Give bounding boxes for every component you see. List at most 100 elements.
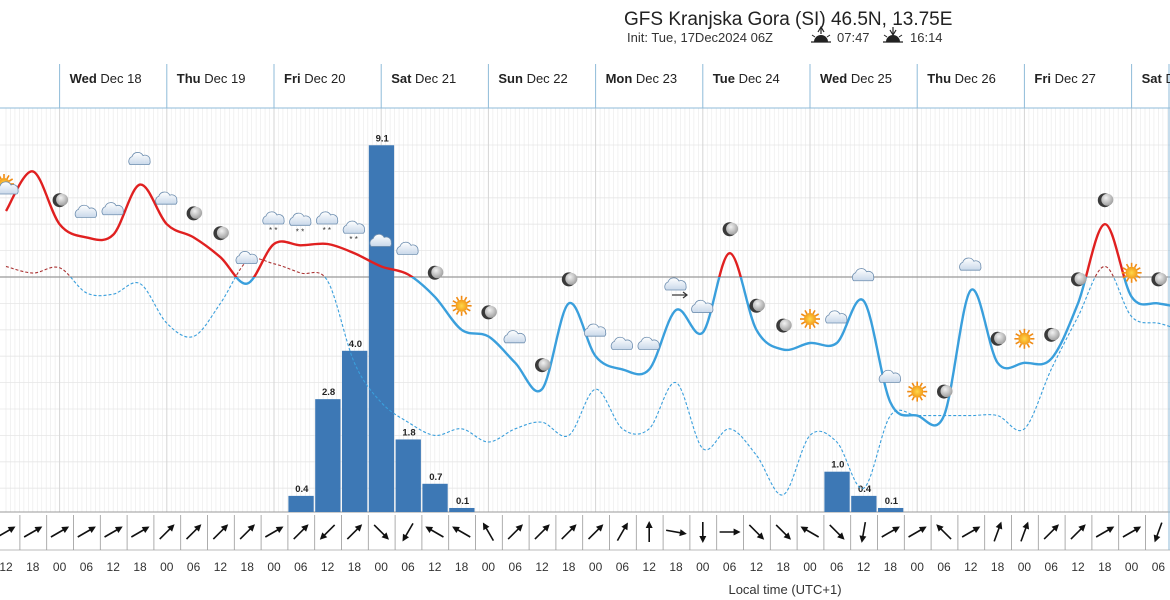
cloud-snow-icon: * * <box>315 211 339 235</box>
wind-arrow-head <box>756 532 765 540</box>
precip-value: 0.1 <box>456 496 470 507</box>
precipitation-bars: 0.4 2.8 4.0 9.1 1.8 0.7 0.1 1.0 0.4 0.1 <box>288 133 904 512</box>
wind-arrow-head <box>193 524 202 532</box>
sunset-icon <box>883 27 903 43</box>
wind-arrow-head <box>7 526 16 534</box>
wind-arrow <box>185 524 202 540</box>
precip-bar <box>449 507 475 512</box>
wind-arrow-head <box>247 524 255 532</box>
sun-icon <box>907 381 928 402</box>
cloud-snow-icon: * * <box>289 212 312 236</box>
wind-arrow <box>104 526 123 538</box>
cloud-icon <box>235 251 258 264</box>
precip-value: 0.4 <box>858 484 872 495</box>
hour-tick-label: 18 <box>669 560 683 574</box>
cloud-icon <box>396 241 419 255</box>
hour-tick-label: 12 <box>643 560 657 574</box>
cloud-shape <box>128 152 151 165</box>
sun-ray <box>800 313 806 317</box>
moon-icon <box>990 331 1007 346</box>
sun-ray <box>919 382 923 387</box>
init-time: Init: Tue, 17Dec2024 06Z <box>627 30 773 45</box>
moon-icon <box>1044 327 1060 342</box>
wind-arrow-head <box>783 532 791 540</box>
hour-tick-label: 06 <box>187 560 201 574</box>
wind-arrow-head <box>892 526 900 534</box>
moon-icon <box>937 384 953 399</box>
wind-arrow <box>829 524 845 540</box>
cloud-shape <box>878 369 901 383</box>
wind-arrow-head <box>402 533 410 542</box>
moon-icon <box>776 318 792 333</box>
wind-arrow-head <box>595 524 604 532</box>
wind-arrow <box>587 524 604 540</box>
cloud-shape <box>369 233 392 247</box>
sun-icon <box>1121 262 1142 283</box>
hour-tick-label: 00 <box>160 560 174 574</box>
sunrise-time: 07:47 <box>837 30 870 45</box>
hour-tick-label: 00 <box>375 560 389 574</box>
precip-bar <box>368 145 395 512</box>
wind-arrow-head <box>1133 526 1142 534</box>
day-label: Sat Dec 28 <box>1142 71 1170 86</box>
wind-arrow <box>800 526 820 538</box>
wind-arrow-head <box>220 524 229 532</box>
cloud-icon <box>369 233 392 247</box>
wind-arrow <box>1153 522 1163 543</box>
sun-ray <box>1133 263 1138 269</box>
wind-arrow-head <box>452 526 460 534</box>
wind-arrow <box>452 526 471 538</box>
wind-arrow <box>534 524 550 540</box>
moon-icon <box>535 358 551 373</box>
wind-arrow-head <box>645 521 653 528</box>
hour-tick-label: 18 <box>884 560 898 574</box>
hour-tick-label: 18 <box>455 560 469 574</box>
chart-title: GFS Kranjska Gora (SI) 46.5N, 13.75E <box>624 9 952 30</box>
wind-arrow-head <box>114 526 123 534</box>
moon-icon <box>186 206 203 221</box>
sun-cloud-icon <box>0 174 19 195</box>
moon-disc <box>484 305 497 318</box>
moon-icon <box>427 265 444 280</box>
hour-tick-label: 12 <box>428 560 442 574</box>
sun-ray <box>911 396 915 401</box>
wind-arrow-head <box>425 526 434 534</box>
wind-arrow-head <box>275 526 284 534</box>
wind-arrow <box>346 524 363 540</box>
hour-tick-label: 06 <box>80 560 94 574</box>
wind-arrow-head <box>61 526 70 534</box>
sun-ray <box>466 300 471 304</box>
x-axis-label: Local time (UTC+1) <box>728 582 841 597</box>
wind-arrow-head <box>542 524 550 532</box>
wind-arrow <box>1122 526 1142 538</box>
day-label: Tue Dec 24 <box>713 71 780 86</box>
sun-disc <box>455 299 468 312</box>
moon-disc <box>1047 328 1060 341</box>
sun-ray <box>800 321 806 325</box>
day-label: Fri Dec 20 <box>284 71 345 86</box>
hour-tick-label: 12 <box>214 560 228 574</box>
sun-ray <box>812 323 816 329</box>
sun-ray <box>908 385 913 390</box>
cloud-snow-icon: * * <box>262 211 285 235</box>
day-label: Sat Dec 21 <box>391 71 456 86</box>
sun-disc <box>1125 266 1138 279</box>
wind-arrow-head <box>1022 521 1030 530</box>
moon-icon <box>52 193 69 208</box>
cloud-shape <box>74 204 97 218</box>
wind-arrow <box>1070 524 1086 540</box>
sun-disc <box>911 385 924 398</box>
snowflake: * * <box>323 226 331 235</box>
moon-icon <box>481 305 497 320</box>
moon-icon <box>1151 272 1167 287</box>
hour-tick-label: 12 <box>0 560 13 574</box>
sunrise-icon <box>811 25 831 43</box>
hour-tick-label: 12 <box>107 560 121 574</box>
wind-arrow-head <box>515 524 523 532</box>
wind-arrow <box>77 526 96 538</box>
sun-ray <box>911 382 915 387</box>
hour-tick-label: 12 <box>857 560 871 574</box>
cloud-icon <box>851 268 875 282</box>
cloud-shape <box>691 299 714 313</box>
sun-ray <box>455 310 460 315</box>
